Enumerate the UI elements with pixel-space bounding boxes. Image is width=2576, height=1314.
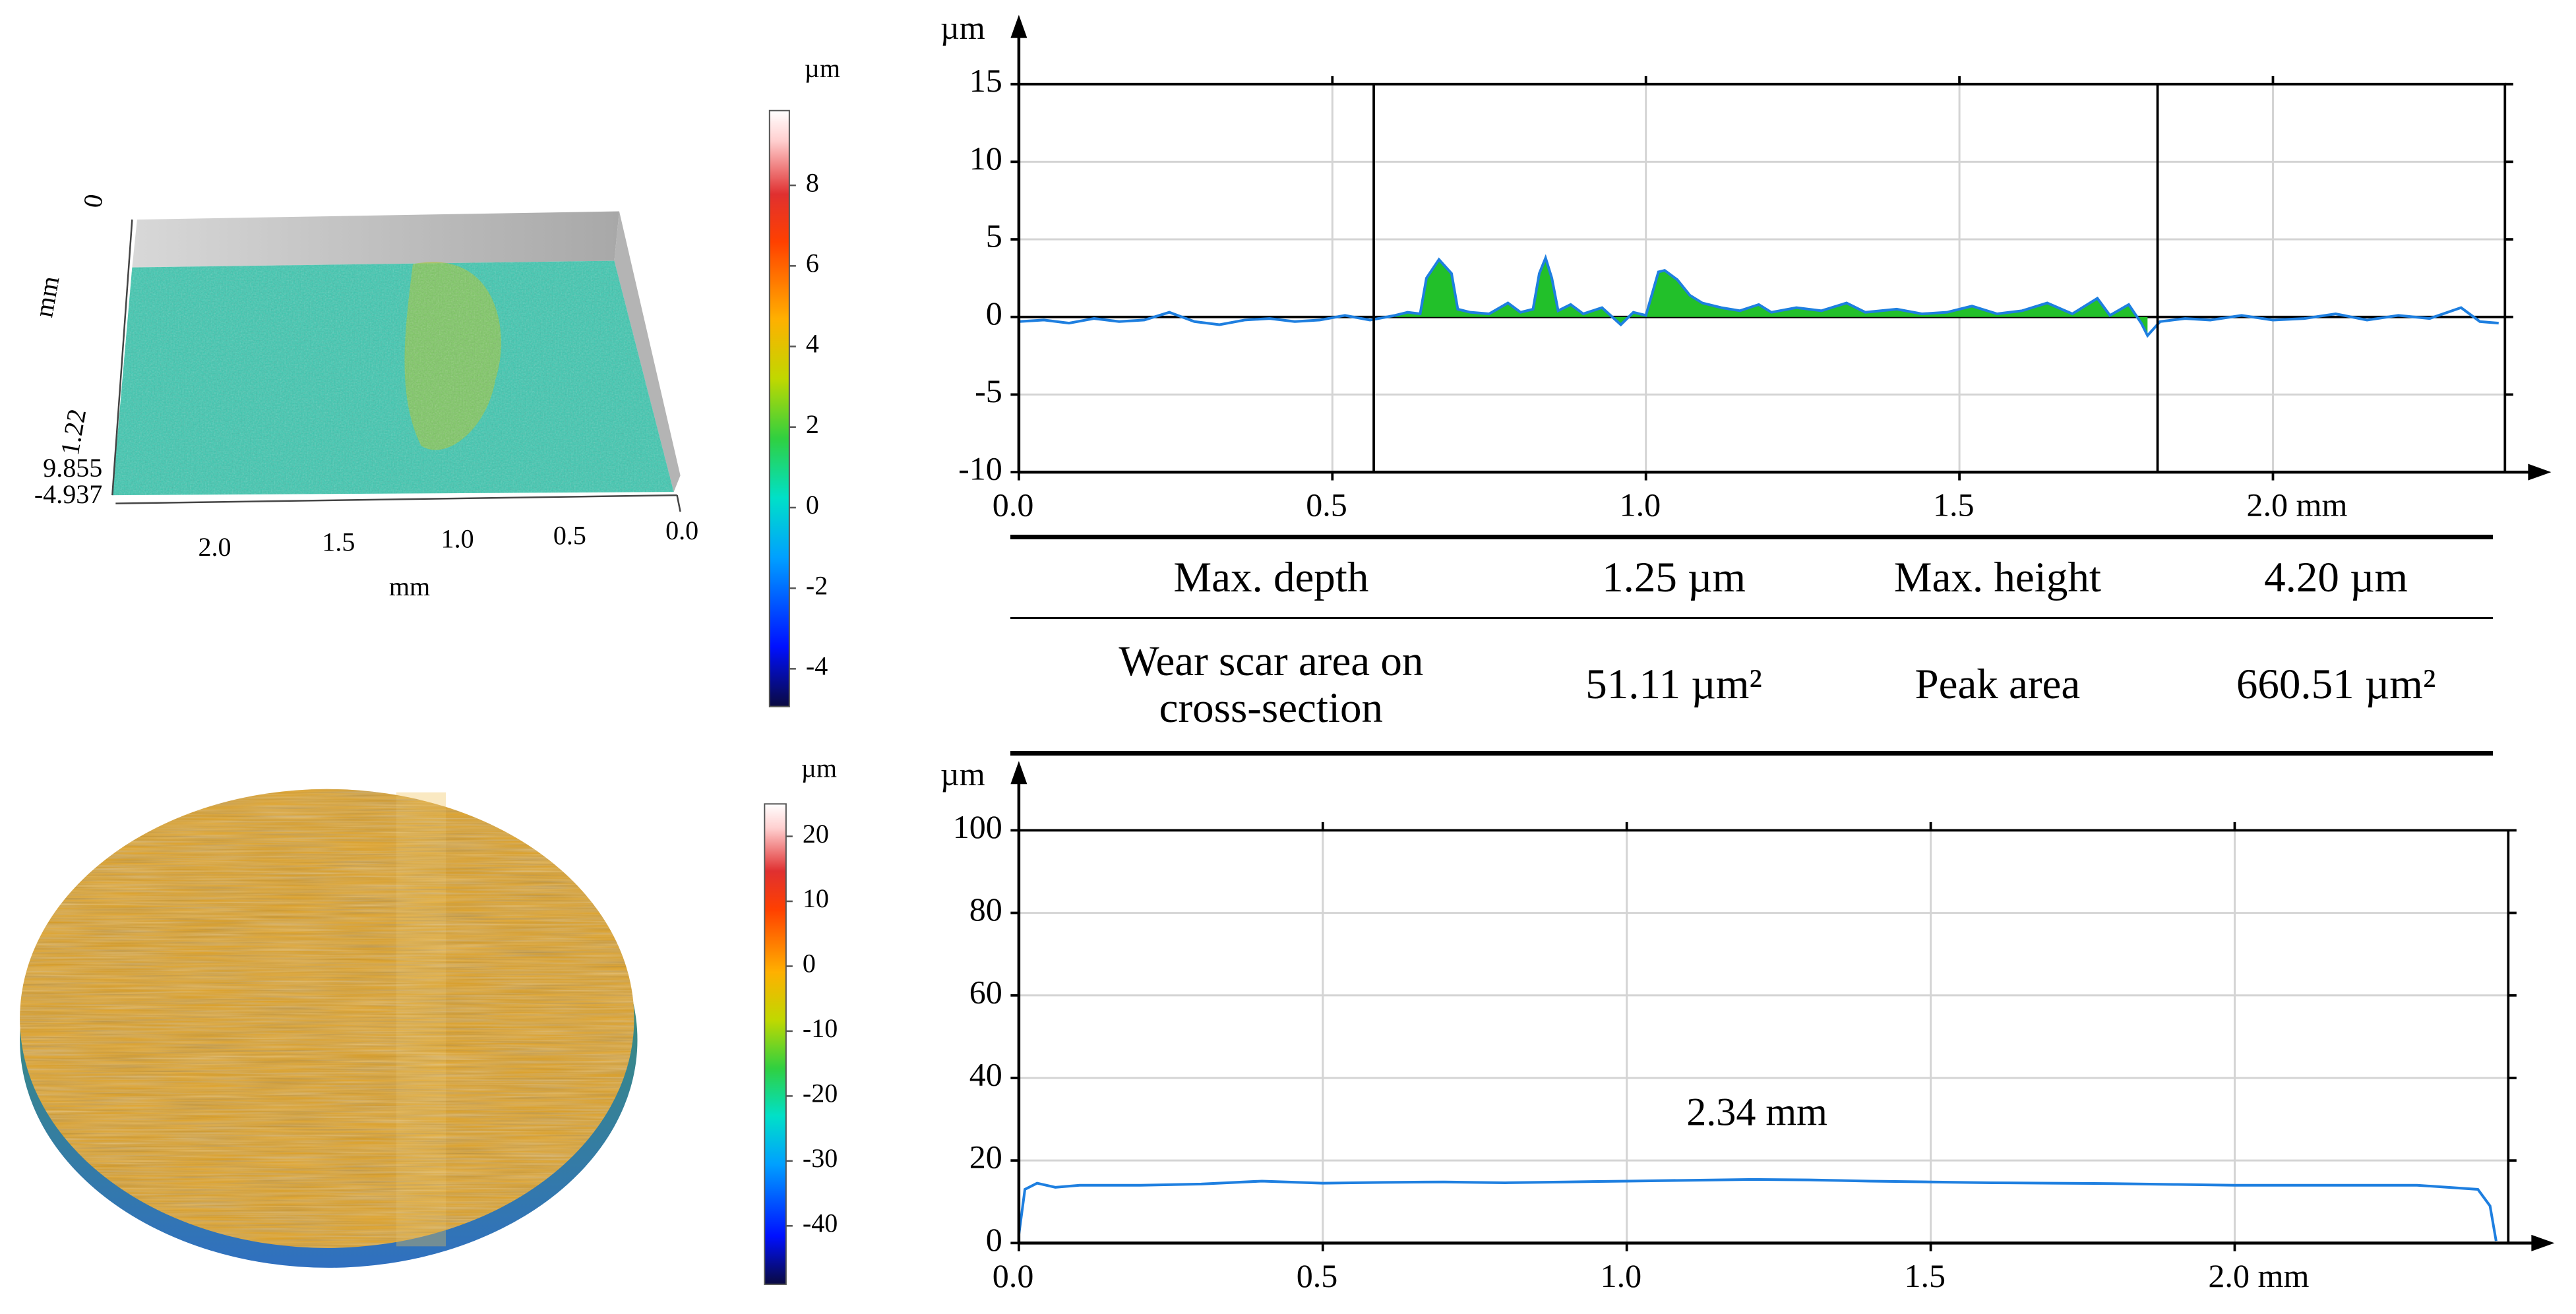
x-tick-label: 1.0	[1601, 1257, 1642, 1294]
colorbar-unit: µm	[801, 753, 837, 783]
arrow-head	[1010, 761, 1027, 785]
table-cell: Wear scar area on cross-section	[1010, 618, 1532, 756]
x-axis-end	[676, 494, 681, 512]
y-tick-label: 0	[986, 295, 1002, 332]
y-axis-label: mm	[28, 274, 65, 319]
x-tick-label: 1.5	[1905, 1257, 1946, 1294]
x-tick-label: 1.0	[441, 523, 474, 553]
table-row: Wear scar area on cross-section 51.11 µm…	[1010, 618, 2493, 756]
colorbar-tick-label: 0	[806, 490, 819, 520]
table-cell: Peak area	[1816, 618, 2180, 756]
table-cell: 1.25 µm	[1531, 535, 1816, 619]
colorbar-tick-label: 10	[803, 883, 829, 913]
y-tick-label: 40	[969, 1056, 1002, 1092]
y-tick-label: 10	[969, 140, 1002, 177]
disc-3d	[20, 789, 638, 1268]
y-axis-label: µm	[940, 756, 985, 792]
y-axis-label: µm	[940, 9, 985, 46]
x-tick-label: 0.5	[1306, 487, 1347, 523]
colorbar-tick-label: 4	[806, 329, 819, 359]
z-label: 0	[77, 192, 109, 210]
x-tick-label: 2.0 mm	[2246, 487, 2347, 523]
table-cell: Max. depth	[1010, 535, 1532, 619]
colorbar-tick-label: 6	[806, 248, 819, 278]
colorbar-tick-label: -4	[806, 651, 828, 681]
x-tick-label: 0.5	[553, 520, 586, 550]
colorbar	[768, 109, 790, 707]
disc-texture	[20, 789, 634, 1248]
colorbar-tick-label: 8	[806, 167, 819, 197]
surface-texture	[112, 260, 674, 496]
side-wall	[614, 211, 681, 493]
x-tick-label: 0.0	[993, 487, 1034, 523]
y-tick-label: -5	[975, 373, 1002, 409]
profile-line	[1017, 1178, 2498, 1241]
wear-area	[1395, 258, 2148, 336]
y-tick-label: 100	[953, 808, 1002, 845]
table-row: Max. depth 1.25 µm Max. height 4.20 µm	[1010, 535, 2493, 619]
z-max-label: 9.855	[43, 453, 102, 483]
y-tick-label: 80	[969, 891, 1002, 928]
colorbar-tick-label: -40	[803, 1209, 838, 1238]
back-wall	[132, 211, 619, 268]
surface-3d: 0 mm 1.22 9.855 -4.937 2.0 1.5 1.0 0.5 0…	[28, 192, 698, 601]
colorbar-tick-label: 2	[806, 409, 819, 439]
y-tick-label: 15	[969, 62, 1002, 99]
x-tick-label: 2.0	[199, 532, 231, 562]
y-tick-label: 20	[969, 1139, 1002, 1176]
colorbar-tick-label: -20	[803, 1079, 838, 1108]
z-label: 1.22	[55, 407, 92, 458]
x-tick-label: 1.0	[1620, 487, 1661, 523]
results-table: Max. depth 1.25 µm Max. height 4.20 µm W…	[1010, 535, 2493, 756]
colorbar-tick-label: -30	[803, 1143, 838, 1173]
z-axis	[111, 219, 133, 496]
colorbar-tick-label: -2	[806, 570, 828, 600]
table-cell: 51.11 µm²	[1531, 618, 1816, 756]
y-tick-label: -10	[958, 450, 1002, 487]
colorbar	[764, 803, 787, 1285]
x-tick-label: 0.0	[993, 1257, 1034, 1294]
x-tick-label: 2.0 mm	[2208, 1257, 2309, 1294]
y-tick-label: 0	[986, 1221, 1002, 1258]
arrow-head	[2528, 463, 2552, 481]
y-tick-label: 5	[986, 218, 1002, 254]
colorbar-unit: µm	[805, 53, 840, 83]
x-tick-label: 0.5	[1297, 1257, 1338, 1294]
table-cell: 4.20 µm	[2179, 535, 2493, 619]
x-axis	[115, 494, 677, 504]
y-tick-label: 60	[969, 973, 1002, 1010]
colorbar-tick-label: 0	[803, 949, 816, 978]
x-axis-label: mm	[389, 572, 430, 601]
plot-frame	[1018, 82, 2507, 473]
x-tick-label: 0.0	[665, 516, 698, 545]
colorbar-tick-label: -10	[803, 1013, 838, 1043]
arrow-head	[1010, 15, 1027, 38]
x-tick-label: 1.5	[322, 527, 355, 556]
z-min-label: -4.937	[34, 479, 102, 509]
arrow-head	[2531, 1234, 2555, 1251]
table-cell: Max. height	[1816, 535, 2180, 619]
table-cell: 660.51 µm²	[2179, 618, 2493, 756]
annotation: 2.34 mm	[1686, 1089, 1827, 1133]
x-tick-label: 1.5	[1933, 487, 1975, 523]
profile-line	[1018, 254, 2499, 338]
colorbar-tick-label: 20	[803, 819, 829, 849]
